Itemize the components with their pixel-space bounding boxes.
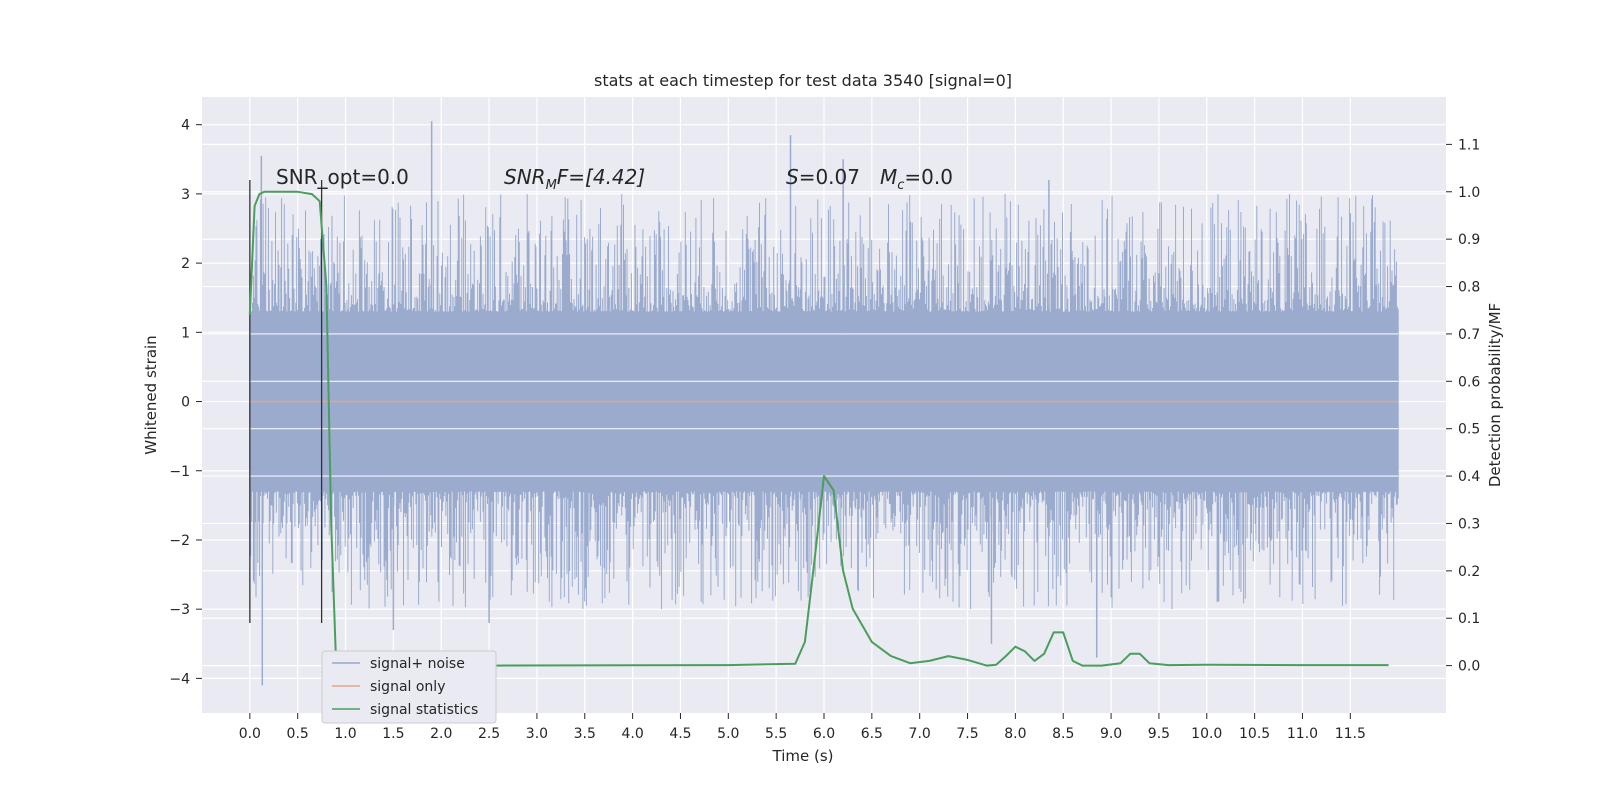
x-tick-label: 0.0 [239, 726, 261, 742]
y2-tick-label: 1.1 [1458, 137, 1480, 153]
legend-box [321, 650, 497, 724]
x-tick-label: 1.0 [334, 726, 356, 742]
x-tick-label: 7.0 [909, 726, 931, 742]
x-tick-label: 6.5 [861, 726, 883, 742]
x-tick-label: 8.5 [1052, 726, 1074, 742]
y2-tick-label: 0.0 [1458, 659, 1480, 675]
y2-tick-label: 0.4 [1458, 469, 1480, 485]
x-tick-label: 11.5 [1335, 726, 1366, 742]
annotation-s-main: S [786, 165, 799, 189]
y-tick-label: 4 [181, 118, 190, 134]
x-tick-label: 7.5 [956, 726, 978, 742]
annotation-snr-mf-sub: M [546, 178, 557, 193]
annotation-mc-main: M [880, 165, 897, 189]
legend-label-signal-only: signal only [370, 679, 445, 695]
x-axis-title: Time (s) [772, 747, 834, 765]
x-tick-label: 9.5 [1148, 726, 1170, 742]
annotation-mc: Mc=0.0 [880, 165, 953, 193]
x-tick-label: 10.5 [1239, 726, 1270, 742]
annotation-mc-sub: c [897, 178, 904, 193]
annotation-snr-opt: SNR_opt=0.0 [276, 165, 409, 189]
y-tick-label: 2 [181, 256, 190, 272]
y-tick-label: −1 [169, 464, 190, 480]
chart-title: stats at each timestep for test data 354… [594, 71, 1012, 90]
y2-tick-label: 0.1 [1458, 611, 1480, 627]
x-tick-label: 8.0 [1004, 726, 1026, 742]
x-tick-label: 2.0 [430, 726, 452, 742]
x-tick-label: 4.0 [621, 726, 643, 742]
x-tick-label: 5.0 [717, 726, 739, 742]
x-tick-label: 6.0 [813, 726, 835, 742]
y-tick-label: 3 [181, 187, 190, 203]
y-tick-label: −4 [169, 671, 190, 687]
y2-axis-title: Detection probability/MF [1486, 303, 1504, 487]
y-tick-label: −3 [169, 602, 190, 618]
y2-tick-label: 0.3 [1458, 516, 1480, 532]
y-tick-label: 1 [181, 325, 190, 341]
legend-label-signal-noise: signal+ noise [370, 656, 465, 672]
x-tick-label: 1.5 [382, 726, 404, 742]
y-tick-label: −2 [169, 533, 190, 549]
y2-tick-label: 0.7 [1458, 327, 1480, 343]
y2-tick-label: 1.0 [1458, 185, 1480, 201]
legend-label-signal-statistics: signal statistics [370, 702, 478, 718]
x-tick-label: 0.5 [287, 726, 309, 742]
x-tick-label: 4.5 [669, 726, 691, 742]
y2-tick-label: 0.9 [1458, 232, 1480, 248]
y-axis-title: Whitened strain [142, 335, 160, 454]
x-tick-label: 3.5 [574, 726, 596, 742]
y2-tick-label: 0.8 [1458, 280, 1480, 296]
annotation-snr-mf: SNRMF=[4.42] [504, 165, 645, 193]
annotation-mc-rest: =0.0 [904, 165, 953, 189]
y-tick-label: 0 [181, 395, 190, 411]
annotation-snr-mf-rest: F=[4.42] [557, 165, 645, 189]
x-tick-label: 9.0 [1100, 726, 1122, 742]
x-tick-label: 11.0 [1287, 726, 1318, 742]
x-tick-label: 2.5 [478, 726, 500, 742]
annotation-s: S=0.07 [786, 165, 860, 189]
annotation-snr-mf-main: SNR [504, 165, 546, 189]
series-signal-statistics [248, 190, 1389, 667]
annotation-s-rest: =0.07 [799, 165, 860, 189]
legend: signal+ noise signal only signal statist… [321, 650, 497, 724]
x-tick-label: 5.5 [765, 726, 787, 742]
y2-tick-label: 0.2 [1458, 564, 1480, 580]
x-tick-label: 3.0 [526, 726, 548, 742]
y2-tick-label: 0.6 [1458, 374, 1480, 390]
y2-tick-label: 0.5 [1458, 422, 1480, 438]
x-tick-label: 10.0 [1191, 726, 1222, 742]
